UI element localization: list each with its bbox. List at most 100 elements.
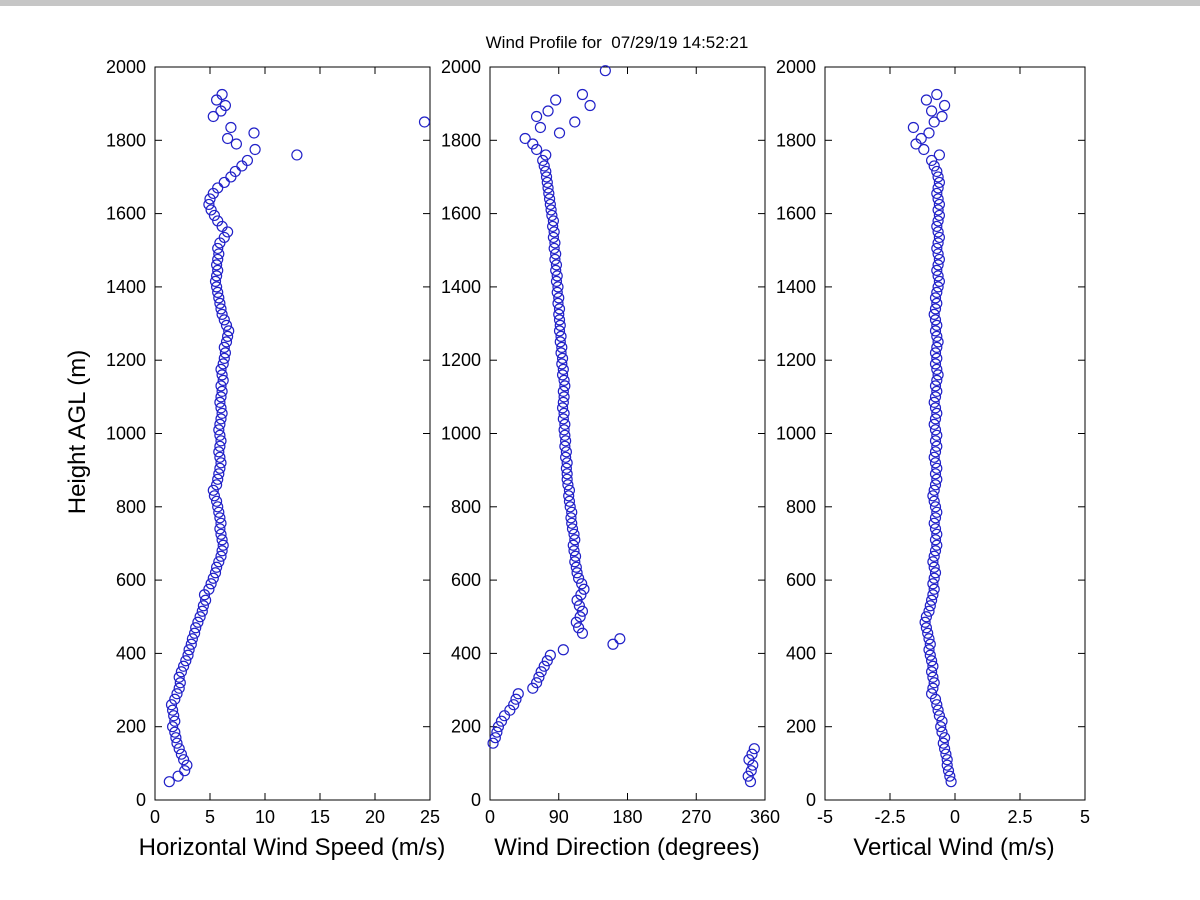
data-marker-horizontal-wind-speed [216, 369, 228, 381]
data-marker-vertical-wind [920, 611, 933, 623]
data-marker-wind-direction [560, 451, 572, 463]
data-marker-horizontal-wind-speed [207, 572, 219, 584]
data-marker-wind-direction [571, 594, 583, 606]
data-marker-wind-direction [551, 286, 563, 298]
data-marker-wind-direction [548, 226, 560, 238]
data-marker-horizontal-wind-speed [218, 231, 230, 244]
data-marker-wind-direction [561, 468, 573, 480]
data-marker-horizontal-wind-speed [216, 385, 228, 397]
y-tick-label: 1600 [106, 204, 146, 224]
y-tick-label: 200 [786, 717, 816, 737]
data-marker-wind-direction [545, 204, 557, 216]
data-marker-horizontal-wind-speed [215, 550, 227, 562]
data-marker-horizontal-wind-speed [222, 330, 234, 342]
data-marker-horizontal-wind-speed [165, 699, 178, 711]
data-marker-vertical-wind [931, 264, 943, 277]
y-tick-label: 2000 [106, 57, 146, 77]
data-marker-wind-direction [542, 105, 554, 117]
data-marker-horizontal-wind-speed [167, 721, 179, 733]
data-marker-wind-direction [491, 726, 503, 738]
data-marker-vertical-wind [931, 341, 943, 353]
y-tick-label: 800 [451, 497, 481, 517]
data-marker-vertical-wind [928, 495, 940, 507]
y-tick-label: 2000 [441, 57, 481, 77]
x-tick-label: 5 [205, 807, 215, 827]
data-marker-vertical-wind [929, 292, 942, 304]
data-marker-horizontal-wind-speed [169, 693, 181, 705]
data-marker-horizontal-wind-speed [215, 413, 227, 425]
data-marker-vertical-wind [932, 248, 944, 260]
data-marker-wind-direction [566, 506, 578, 518]
data-marker-vertical-wind [928, 418, 940, 430]
data-marker-vertical-wind [925, 594, 938, 606]
data-marker-vertical-wind [933, 275, 946, 288]
x-tick-label: 0 [950, 807, 960, 827]
data-marker-horizontal-wind-speed [218, 352, 230, 364]
y-tick-label: 1400 [776, 277, 816, 297]
data-marker-wind-direction [527, 138, 539, 150]
data-marker-vertical-wind [929, 314, 942, 326]
data-marker-wind-direction [550, 248, 562, 260]
data-marker-wind-direction [527, 682, 539, 694]
data-marker-horizontal-wind-speed [168, 710, 180, 722]
data-marker-horizontal-wind-speed [236, 160, 248, 172]
data-marker-horizontal-wind-speed [214, 440, 226, 452]
data-marker-horizontal-wind-speed [173, 682, 185, 694]
data-marker-wind-direction [541, 655, 553, 667]
x-tick-label: 25 [420, 807, 440, 827]
data-marker-wind-direction [576, 627, 589, 639]
data-marker-vertical-wind [933, 231, 946, 244]
data-marker-wind-direction [550, 275, 563, 288]
data-marker-vertical-wind [929, 693, 942, 705]
data-marker-wind-direction [510, 693, 522, 705]
data-marker-horizontal-wind-speed [169, 715, 181, 727]
data-marker-vertical-wind [931, 242, 943, 255]
data-marker-vertical-wind [932, 237, 944, 249]
data-marker-wind-direction [557, 363, 569, 375]
data-marker-wind-direction [558, 391, 570, 403]
data-marker-horizontal-wind-speed [182, 649, 194, 661]
data-marker-wind-direction [561, 473, 573, 485]
data-marker-vertical-wind [932, 336, 944, 348]
data-marker-horizontal-wind-speed [418, 116, 431, 128]
data-marker-vertical-wind [928, 308, 940, 320]
x-axis-label-horizontal-wind-speed: Horizontal Wind Speed (m/s) [138, 834, 446, 861]
data-marker-wind-direction [575, 589, 587, 601]
data-marker-horizontal-wind-speed [205, 578, 217, 590]
data-marker-horizontal-wind-speed [203, 198, 215, 211]
y-tick-label: 1400 [441, 277, 481, 297]
data-marker-wind-direction [540, 149, 552, 161]
data-marker-horizontal-wind-speed [215, 528, 227, 540]
data-marker-wind-direction [553, 308, 565, 320]
data-marker-wind-direction [607, 638, 619, 650]
data-marker-horizontal-wind-speed [217, 539, 229, 551]
x-tick-label: 5 [1080, 807, 1090, 827]
data-marker-horizontal-wind-speed [171, 737, 183, 749]
data-marker-wind-direction [573, 622, 585, 634]
y-tick-label: 0 [471, 790, 481, 810]
data-marker-horizontal-wind-speed [230, 138, 242, 150]
data-marker-wind-direction [576, 88, 589, 101]
data-marker-wind-direction [556, 358, 568, 370]
data-marker-wind-direction [568, 528, 580, 540]
data-marker-vertical-wind [936, 715, 948, 727]
data-marker-wind-direction [576, 578, 588, 590]
data-marker-vertical-wind [931, 330, 943, 342]
y-tick-label: 600 [116, 570, 146, 590]
y-tick-label: 1600 [441, 204, 481, 224]
data-marker-wind-direction [533, 671, 545, 683]
data-marker-horizontal-wind-speed [192, 616, 204, 628]
data-marker-wind-direction [553, 292, 565, 304]
data-marker-vertical-wind [931, 220, 943, 233]
y-tick-label: 400 [786, 643, 816, 663]
data-marker-wind-direction [534, 121, 547, 134]
data-marker-horizontal-wind-speed [220, 336, 233, 348]
data-marker-horizontal-wind-speed [194, 611, 206, 623]
y-tick-label: 200 [451, 717, 481, 737]
data-marker-vertical-wind [929, 303, 942, 315]
data-marker-wind-direction [556, 369, 569, 381]
data-marker-wind-direction [571, 567, 583, 579]
data-marker-horizontal-wind-speed [190, 622, 202, 634]
data-marker-vertical-wind [927, 556, 939, 568]
